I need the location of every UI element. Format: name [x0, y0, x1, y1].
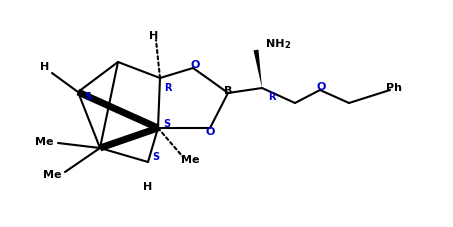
- Polygon shape: [254, 50, 262, 88]
- Text: O: O: [190, 60, 200, 70]
- Text: S: S: [153, 152, 159, 162]
- Text: Me: Me: [35, 137, 53, 147]
- Text: S: S: [84, 92, 92, 102]
- Text: H: H: [144, 182, 153, 192]
- Text: S: S: [164, 119, 171, 129]
- Text: H: H: [40, 62, 50, 72]
- Text: Me: Me: [181, 155, 199, 165]
- Text: Ph: Ph: [386, 83, 402, 93]
- Text: B: B: [224, 86, 232, 96]
- Text: R: R: [268, 92, 276, 102]
- Text: O: O: [205, 127, 215, 137]
- Text: Me: Me: [43, 170, 61, 180]
- Text: H: H: [149, 31, 159, 41]
- Text: NH: NH: [266, 39, 284, 49]
- Text: O: O: [316, 82, 326, 92]
- Text: 2: 2: [284, 42, 290, 50]
- Text: R: R: [164, 83, 172, 93]
